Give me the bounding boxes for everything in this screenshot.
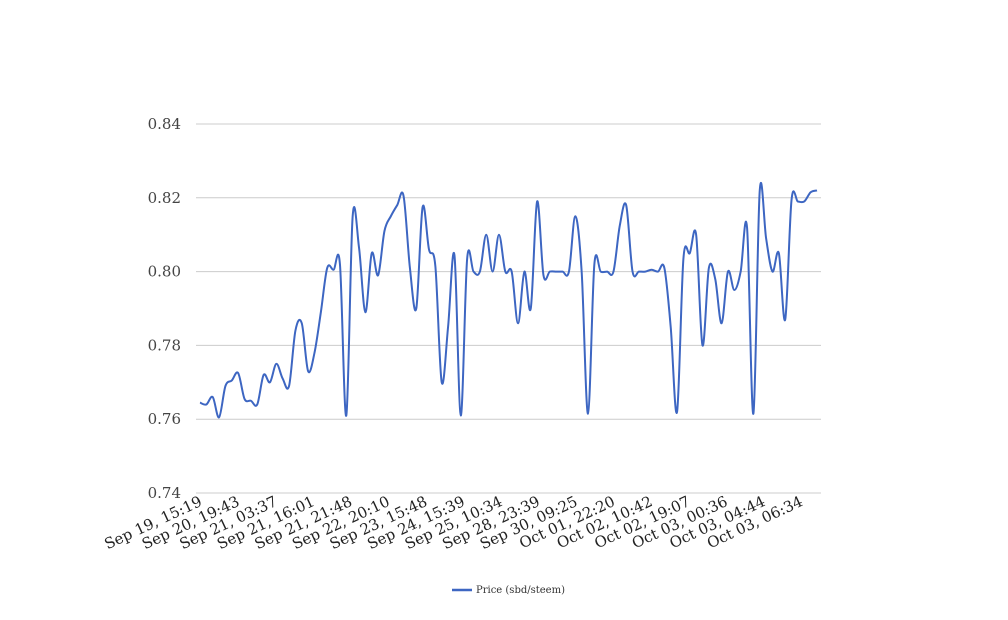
y-tick-label: 0.78 (148, 336, 181, 354)
y-axis-tick-labels: 0.74 0.76 0.78 0.80 0.82 0.84 (148, 115, 181, 502)
y-tick-label: 0.82 (148, 189, 181, 207)
legend-label: Price (sbd/steem) (476, 585, 565, 596)
grid-lines (196, 123, 821, 494)
y-tick-label: 0.84 (148, 115, 181, 133)
series-line-0 (199, 181, 818, 419)
series-layer (199, 181, 818, 419)
y-tick-label: 0.80 (148, 263, 181, 281)
y-tick-label: 0.74 (148, 484, 181, 502)
y-tick-label: 0.76 (148, 410, 181, 428)
legend: Price (sbd/steem) (452, 585, 565, 596)
